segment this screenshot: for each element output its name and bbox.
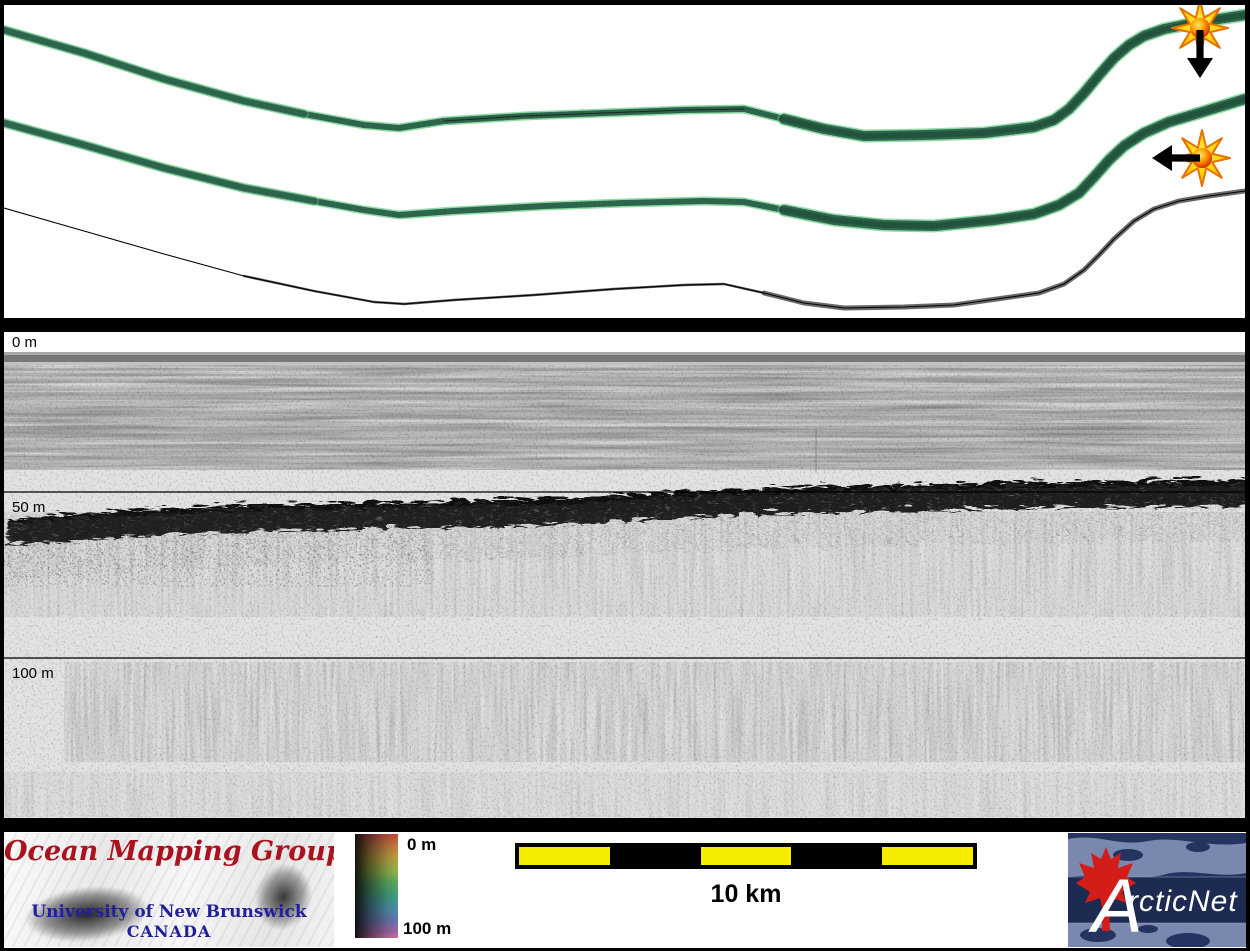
map-scale-bar	[515, 843, 977, 869]
scale-segment	[519, 847, 610, 865]
omg-institution: University of New Brunswick	[31, 902, 307, 922]
depth-label-50m: 50 m	[12, 499, 45, 516]
arcticnet-logo: A rcticNet	[1068, 833, 1246, 947]
scale-segment	[882, 847, 973, 865]
depth-label-100m: 100 m	[12, 665, 54, 682]
echogram-canvas: 50 m 100 m	[4, 352, 1245, 818]
swath-ribbon-upper	[4, 8, 1245, 143]
omg-country: CANADA	[126, 922, 212, 941]
scale-bar-label: 10 km	[710, 880, 782, 908]
colorbar-bottom-label: 100 m	[403, 919, 452, 938]
scale-segment	[700, 847, 792, 865]
swath-ribbon-lower	[4, 92, 1245, 233]
subbottom-echogram: 50 m 100 m	[4, 352, 1245, 818]
depth-colorbar	[355, 834, 398, 938]
profile-plot	[4, 5, 1245, 311]
starburst-arrow-left-icon	[1152, 129, 1231, 187]
arctic-map-water	[1080, 842, 1210, 947]
scale-segment	[609, 847, 701, 865]
maple-leaf-icon	[1076, 847, 1136, 931]
scale-segment	[791, 847, 883, 865]
echogram-noise	[4, 352, 1245, 818]
arcticnet-brand-rest: rcticNet	[1128, 885, 1238, 918]
bathymetry-profile-panel	[4, 5, 1245, 318]
arcticnet-graphic: A rcticNet	[1068, 833, 1246, 947]
footer-bar: Ocean Mapping Group University of New Br…	[4, 832, 1246, 948]
depth-label-0m: 0 m	[12, 334, 38, 351]
omg-title: Ocean Mapping Group	[4, 836, 334, 867]
arcticnet-brand-initial: A	[1088, 864, 1143, 947]
colorbar-top-label: 0 m	[407, 835, 437, 854]
ocean-mapping-group-logo: Ocean Mapping Group University of New Br…	[4, 833, 334, 947]
surface-depth-strip: 0 m	[4, 332, 1245, 352]
track-line	[4, 188, 1245, 311]
